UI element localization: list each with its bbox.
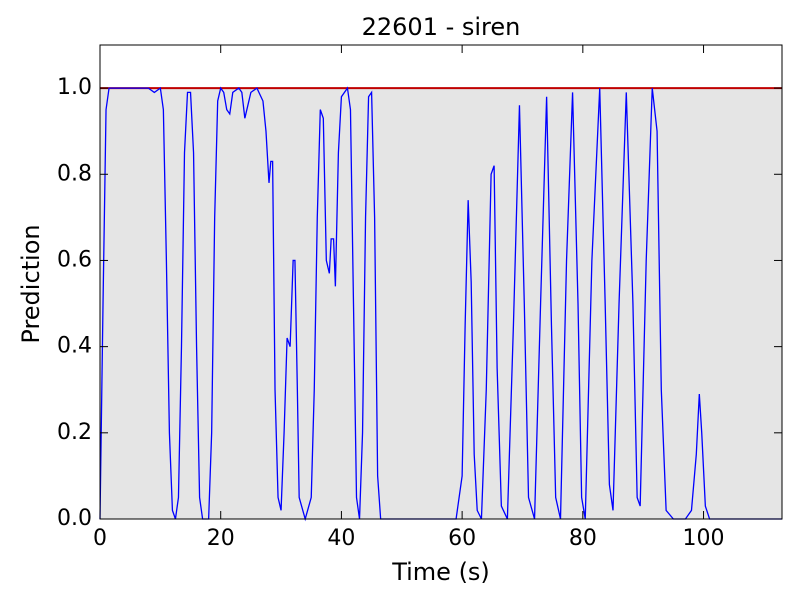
x-tick-label: 40	[327, 526, 355, 551]
x-tick-label: 80	[569, 526, 597, 551]
area	[100, 88, 782, 519]
plot-frame	[99, 44, 783, 520]
x-tick-label: 100	[683, 526, 725, 551]
x-tick-label: 20	[207, 526, 235, 551]
chart-title: 22601 - siren	[362, 13, 521, 41]
y-axis-label: Prediction	[17, 224, 45, 343]
y-tick-label: 0.0	[57, 506, 92, 531]
x-axis-label: Time (s)	[391, 558, 490, 586]
y-tick-label: 0.8	[57, 161, 92, 186]
y-tick-label: 0.4	[57, 334, 92, 359]
y-tick-label: 1.0	[57, 75, 92, 100]
line	[99, 86, 782, 522]
y-tick-label: 0.2	[57, 420, 92, 445]
y-tick-label: 0.6	[57, 247, 92, 272]
x-tick-label: 60	[448, 526, 476, 551]
x-tick-label: 0	[93, 526, 107, 551]
